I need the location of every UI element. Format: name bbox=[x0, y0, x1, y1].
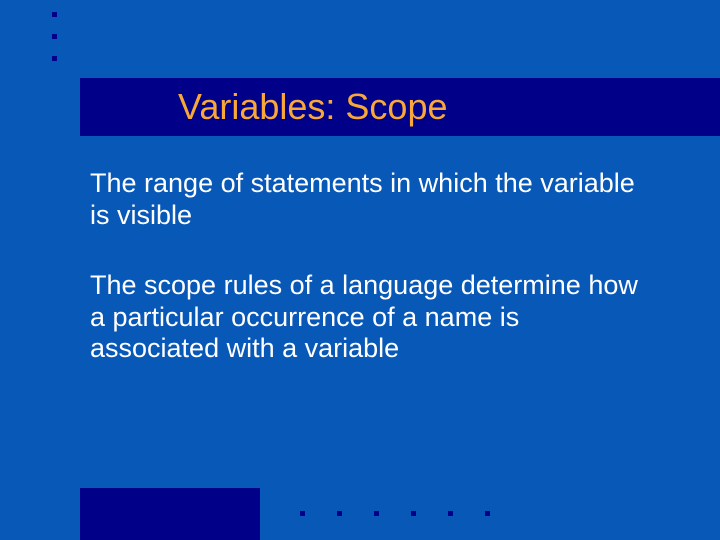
decoration-block-bottom-left bbox=[80, 488, 260, 540]
slide-title: Variables: Scope bbox=[178, 86, 448, 128]
dot-icon bbox=[374, 511, 379, 516]
dot-icon bbox=[52, 12, 57, 17]
title-bar: Variables: Scope bbox=[80, 78, 720, 136]
paragraph-1: The range of statements in which the var… bbox=[90, 168, 650, 232]
dot-icon bbox=[52, 56, 57, 61]
dot-icon bbox=[411, 511, 416, 516]
decoration-dots-top-left bbox=[52, 12, 57, 78]
paragraph-2: The scope rules of a language determine … bbox=[90, 270, 650, 366]
decoration-dots-bottom-right bbox=[300, 511, 490, 516]
dot-icon bbox=[337, 511, 342, 516]
dot-icon bbox=[300, 511, 305, 516]
dot-icon bbox=[448, 511, 453, 516]
dot-icon bbox=[52, 34, 57, 39]
slide-body: The range of statements in which the var… bbox=[90, 168, 650, 365]
dot-icon bbox=[485, 511, 490, 516]
